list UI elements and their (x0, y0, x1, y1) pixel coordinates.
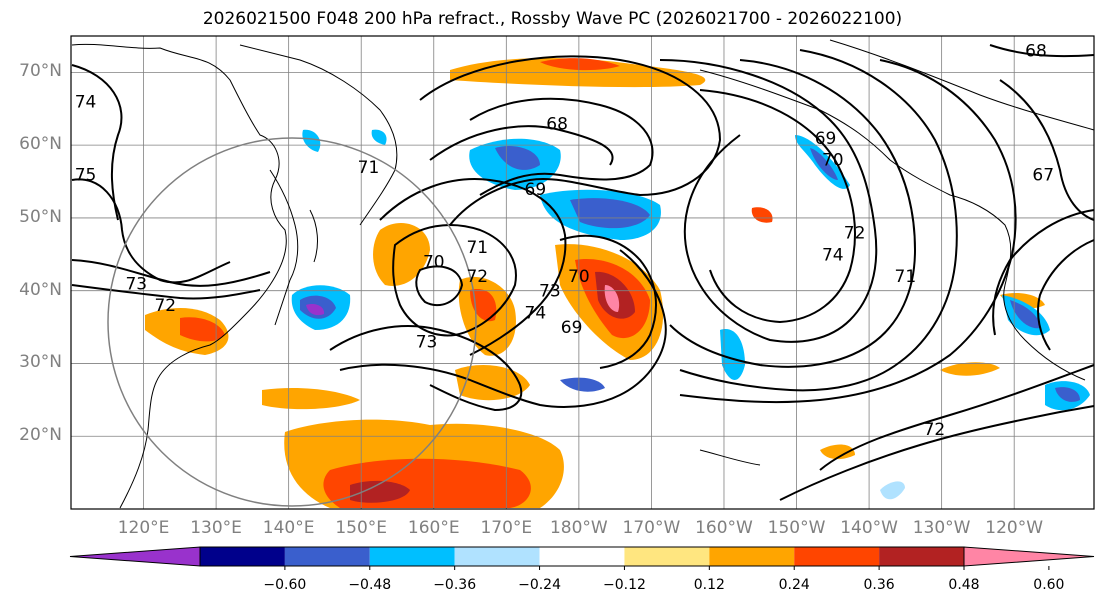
contour-label: 72 (154, 296, 176, 316)
colorbar-tick-label: −0.48 (348, 577, 392, 593)
colorbar (69, 546, 1095, 570)
longitude-label: 120°W (985, 518, 1044, 538)
contour-label: 73 (416, 333, 438, 353)
longitude-label: 130°W (912, 518, 971, 538)
longitude-label: 150°W (767, 518, 826, 538)
contour-label: 75 (75, 165, 97, 185)
latitude-label: 70°N (19, 61, 62, 82)
colorbar-tick-label: −0.36 (433, 577, 477, 593)
longitude-label: 160°W (695, 518, 753, 538)
colorbar-tick-label: −0.60 (263, 577, 307, 593)
colorbar-swatch (200, 547, 285, 566)
colorbar-tick-label: −0.24 (518, 577, 561, 593)
colorbar-swatch (879, 547, 964, 566)
contour-label: 71 (466, 238, 488, 258)
colorbar-extend-min (69, 546, 201, 567)
graticule (71, 36, 1094, 509)
contour-label: 68 (1025, 42, 1047, 62)
colorbar-swatch (369, 547, 455, 566)
reference-circle (107, 137, 477, 507)
contour-label: 73 (125, 274, 147, 294)
longitude-label: 130°E (190, 518, 242, 538)
latitude-label: 20°N (19, 425, 62, 446)
figure-title: 2026021500 F048 200 hPa refract., Rossby… (202, 9, 903, 29)
contour-label: 70 (568, 267, 590, 287)
colorbar-swatch (539, 547, 625, 566)
contour-label: 71 (358, 158, 380, 178)
contour-label: 70 (822, 151, 844, 171)
longitude-label: 140°E (262, 518, 315, 538)
contour-label: 74 (75, 92, 97, 112)
colorbar-swatch (454, 547, 540, 566)
contour-labels: 7475737271686970717273747370696970727471… (75, 42, 1054, 440)
contour-label: 74 (822, 245, 844, 265)
colorbar-tick-label: 0.48 (948, 577, 980, 593)
contour-label: 69 (815, 129, 837, 149)
longitude-label: 150°E (335, 518, 388, 538)
contour-label: 72 (844, 223, 866, 243)
contour-label: 70 (423, 253, 445, 273)
colorbar-swatch (709, 547, 795, 566)
longitude-label: 160°E (407, 518, 460, 538)
colorbar-tick-label: 0.60 (1033, 577, 1065, 593)
colorbar-tick-label: 0.24 (778, 577, 810, 593)
colorbar-tick-label: 0.36 (863, 577, 895, 593)
contour-label: 69 (525, 180, 547, 200)
contour-label: 72 (924, 420, 946, 440)
longitude-label: 180°W (549, 518, 608, 538)
longitude-label: 170°E (480, 518, 533, 538)
colorbar-swatch (794, 547, 880, 566)
contour-label: 69 (561, 318, 583, 338)
latitude-label: 30°N (19, 352, 62, 373)
contours (71, 44, 1095, 501)
shaded-field (145, 58, 1090, 508)
longitude-label: 120°E (117, 518, 170, 538)
map-frame (70, 35, 1095, 510)
latitude-label: 50°N (19, 206, 62, 227)
latitude-label: 60°N (19, 134, 62, 155)
contour-label: 74 (525, 304, 547, 324)
contour-label: 68 (546, 114, 568, 134)
colorbar-extend-max (963, 546, 1095, 567)
colorbar-tick-label: −0.12 (602, 577, 646, 593)
colorbar-swatch (284, 547, 370, 566)
latitude-label: 40°N (19, 279, 62, 300)
longitude-label: 140°W (840, 518, 898, 538)
contour-label: 72 (466, 267, 488, 287)
contour-label: 73 (539, 282, 561, 302)
colorbar-swatch (624, 547, 710, 566)
contour-label: 71 (895, 267, 917, 287)
colorbar-tick-label: 0.12 (693, 577, 725, 593)
contour-label: 67 (1032, 165, 1054, 185)
longitude-label: 170°W (622, 518, 681, 538)
